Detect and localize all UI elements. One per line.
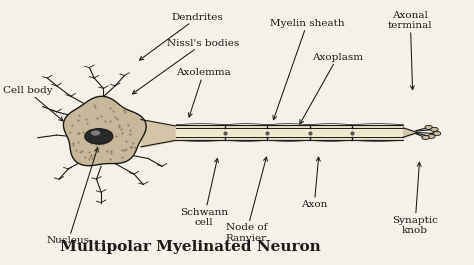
Text: Axon: Axon [301,157,328,209]
Text: Axolemma: Axolemma [176,68,231,117]
Text: Myelin sheath: Myelin sheath [270,19,345,120]
Circle shape [431,127,438,131]
Circle shape [422,135,429,140]
Text: Synaptic
knob: Synaptic knob [392,162,438,235]
Text: Axonal
terminal: Axonal terminal [388,11,433,90]
Circle shape [433,131,441,136]
Text: Multipolar Myelinated Neuron: Multipolar Myelinated Neuron [60,240,320,254]
Text: Cell body: Cell body [3,86,63,121]
Text: Schwann
cell: Schwann cell [180,158,228,227]
Circle shape [85,129,113,144]
Text: Nissl's bodies: Nissl's bodies [132,39,239,94]
Text: Nucleus: Nucleus [47,148,98,245]
Circle shape [425,125,432,130]
Polygon shape [64,96,146,166]
Circle shape [91,130,100,136]
Text: Dendrites: Dendrites [139,13,223,60]
Text: Axoplasm: Axoplasm [300,53,363,124]
Text: Node of
Ranvier: Node of Ranvier [226,157,267,243]
Circle shape [428,134,435,138]
